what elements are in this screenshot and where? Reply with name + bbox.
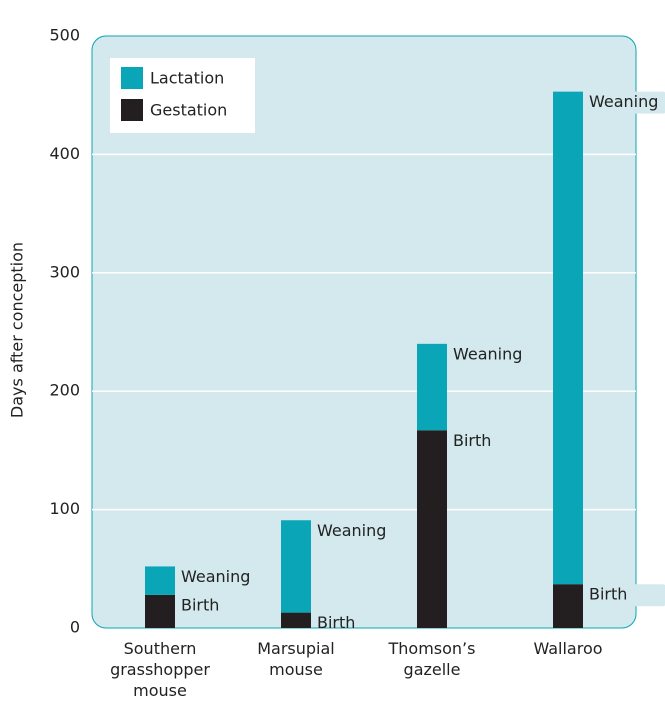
bar-segment: [553, 584, 583, 628]
bar-segment: [145, 566, 175, 595]
y-tick-label: 500: [49, 26, 80, 45]
x-tick-label: Thomson’s gazelle: [388, 639, 476, 679]
bar-segment: [281, 612, 311, 628]
x-tick-label: Wallaroo: [533, 639, 603, 658]
legend-swatch: [121, 67, 143, 89]
bar-segment: [553, 91, 583, 585]
point-label: Birth: [589, 585, 627, 604]
label-background: [586, 91, 665, 114]
point-label: Weaning: [181, 567, 250, 586]
y-tick-label: 100: [49, 499, 80, 518]
y-tick-label: 0: [70, 618, 80, 637]
legend-label: Lactation: [150, 69, 224, 88]
bar-segment: [417, 343, 447, 431]
y-tick-label: 200: [49, 381, 80, 400]
y-tick-label: 400: [49, 144, 80, 163]
point-label: Weaning: [317, 521, 386, 540]
point-label: Weaning: [589, 92, 658, 111]
point-label: Weaning: [453, 344, 522, 363]
bar-segment: [145, 594, 175, 628]
point-label: Birth: [317, 613, 355, 632]
x-tick-label: Southern grasshopper mouse: [110, 639, 210, 700]
point-label: Birth: [453, 431, 491, 450]
label-background: [586, 584, 665, 607]
legend-swatch: [121, 99, 143, 121]
plot-area: [91, 35, 637, 629]
point-label: Birth: [181, 595, 219, 614]
y-axis-label: Days after conception: [8, 242, 27, 418]
legend-label: Gestation: [150, 101, 227, 120]
x-tick-label: Marsupial mouse: [257, 639, 335, 679]
bar-segment: [281, 520, 311, 613]
y-tick-label: 300: [49, 262, 80, 281]
bar-segment: [417, 430, 447, 628]
